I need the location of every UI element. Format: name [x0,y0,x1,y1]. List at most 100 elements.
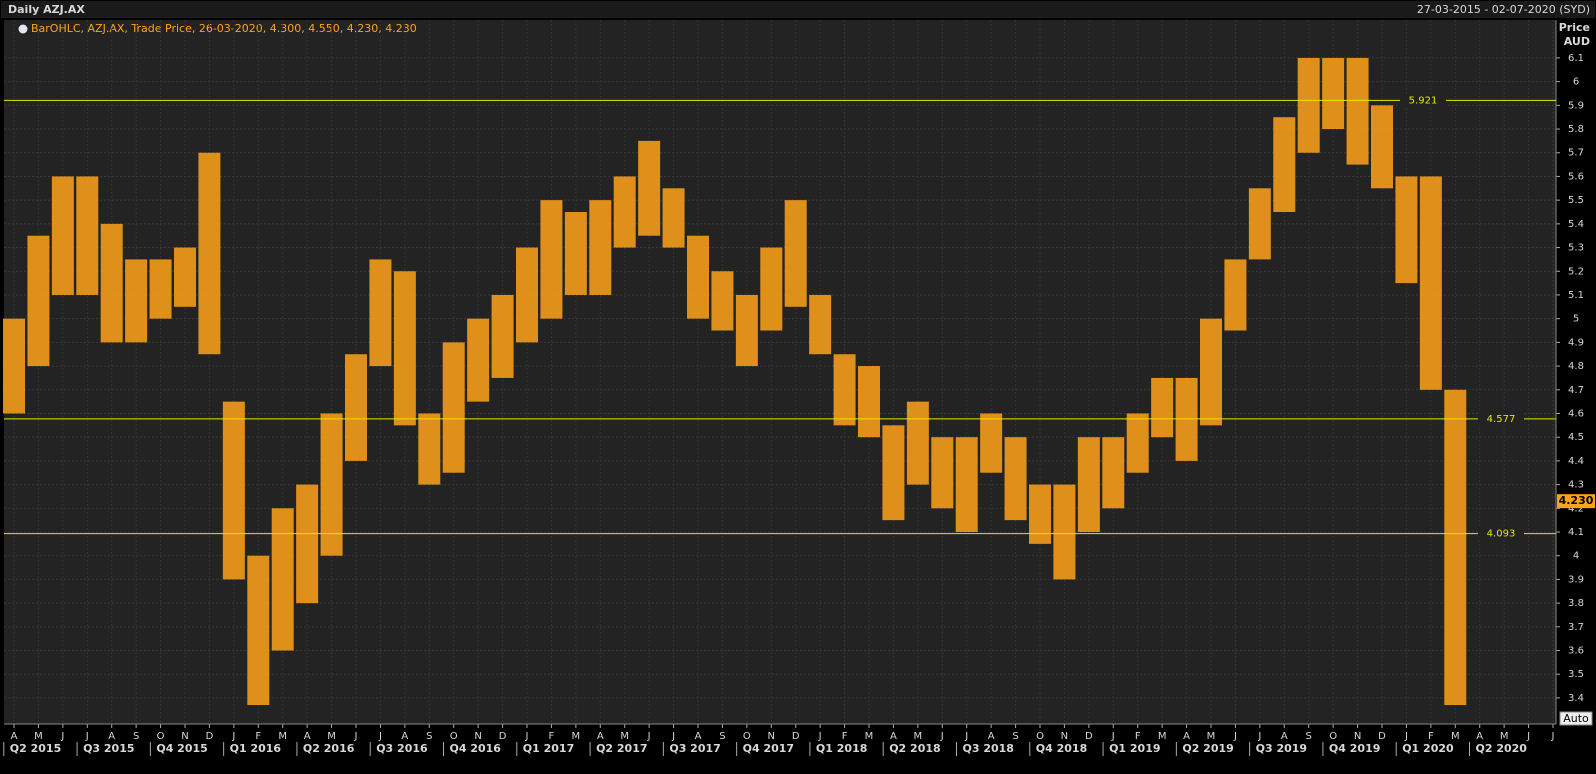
y-tick-label: 5.8 [1568,124,1584,135]
x-tick-label: S [426,731,432,742]
quarter-label: Q3 2017 [669,742,720,755]
last-price-label: 4.230 [1559,494,1594,507]
x-tick-label: F [1428,731,1434,742]
price-range [1004,437,1027,521]
header [1,1,1595,18]
price-range [760,247,783,331]
chart-title: Daily AZJ.AX [8,3,85,16]
price-range [687,235,709,319]
quarter-label: Q2 2018 [889,742,940,755]
quarter-label: Q4 2016 [450,742,502,755]
price-range [369,259,392,367]
y-tick-label: 4.6 [1568,408,1584,419]
price-range [564,212,587,295]
legend-icon [18,24,28,34]
price-range [1053,484,1076,580]
x-tick-label: J [940,731,944,742]
x-tick-label: M [914,731,923,742]
quarter-label: Q3 2015 [83,742,134,755]
price-range [858,366,880,438]
x-tick-label: F [842,731,848,742]
price-range [271,508,294,651]
y-tick-label: 3.9 [1568,574,1584,585]
y-tick-label: 3.7 [1568,622,1584,633]
x-tick-label: J [60,731,64,742]
x-tick-label: J [1233,731,1237,742]
reference-label: 4.093 [1487,529,1516,540]
price-range [174,247,196,307]
x-tick-label: J [525,731,529,742]
price-range [393,271,416,426]
price-range [516,247,538,343]
y-tick-label: 4.3 [1568,480,1584,491]
x-tick-label: J [231,731,235,742]
x-tick-label: D [792,731,800,742]
x-tick-label: F [1135,731,1141,742]
quarter-label: Q1 2018 [816,742,867,755]
price-range [3,318,25,414]
price-range [296,484,319,604]
y-tick-label: 4.4 [1568,456,1584,467]
price-range [662,188,685,248]
price-range [1444,389,1467,706]
x-tick-label: S [133,731,139,742]
price-range [467,318,490,402]
scale-button[interactable] [1559,711,1593,726]
price-range [442,342,465,473]
price-range [1126,413,1149,473]
scale-button-label[interactable]: Auto [1563,712,1589,725]
x-tick-label: A [597,731,604,742]
price-range [1371,105,1393,189]
last-price-tag [1557,494,1595,509]
price-range [638,140,661,236]
price-range [955,437,978,532]
x-tick-label: S [719,731,725,742]
y-tick-label: 5.2 [1568,266,1584,277]
x-tick-label: J [1526,731,1530,742]
x-tick-label: D [1085,731,1093,742]
price-range [1102,437,1125,509]
x-tick-label: J [354,731,358,742]
y-tick-label: 5.7 [1568,148,1584,159]
price-range [1151,377,1174,438]
price-range [100,223,123,343]
x-tick-label: J [1257,731,1261,742]
reference-label-bg [1478,412,1524,425]
y-tick-label: 5.3 [1568,243,1584,254]
y-tick-label: 4.1 [1568,527,1584,538]
x-tick-label: M [865,731,874,742]
price-range [1322,57,1345,130]
price-range [980,413,1003,473]
x-tick-label: O [1329,731,1337,742]
y-tick-label: 3.8 [1568,598,1584,609]
y-unit: AUD [1564,35,1590,48]
price-range [1200,318,1222,426]
quarter-label: Q2 2017 [596,742,647,755]
x-tick-label: D [1378,731,1386,742]
x-tick-label: A [401,731,408,742]
x-tick-label: S [1012,731,1018,742]
price-range [320,413,343,556]
x-tick-label: M [278,731,287,742]
quarter-label: Q2 2015 [10,742,61,755]
x-tick-label: N [474,731,481,742]
price-range [711,271,734,331]
price-range [1029,484,1051,544]
price-range [809,294,832,355]
quarter-label: Q4 2019 [1329,742,1380,755]
y-tick-label: 3.4 [1568,693,1584,704]
y-tick-label: 4.5 [1568,432,1584,443]
x-tick-label: A [890,731,897,742]
y-tick-label: 4 [1573,551,1579,562]
quarter-label: Q1 2019 [1109,742,1160,755]
y-tick-label: 5.6 [1568,171,1584,182]
price-range [345,354,367,461]
price-range [784,200,807,307]
price-range [833,354,856,426]
price-range [540,200,563,319]
x-tick-label: J [1404,731,1408,742]
price-range [735,294,758,367]
x-tick-label: M [1158,731,1167,742]
x-tick-label: A [108,731,115,742]
quarter-label: Q4 2018 [1036,742,1087,755]
